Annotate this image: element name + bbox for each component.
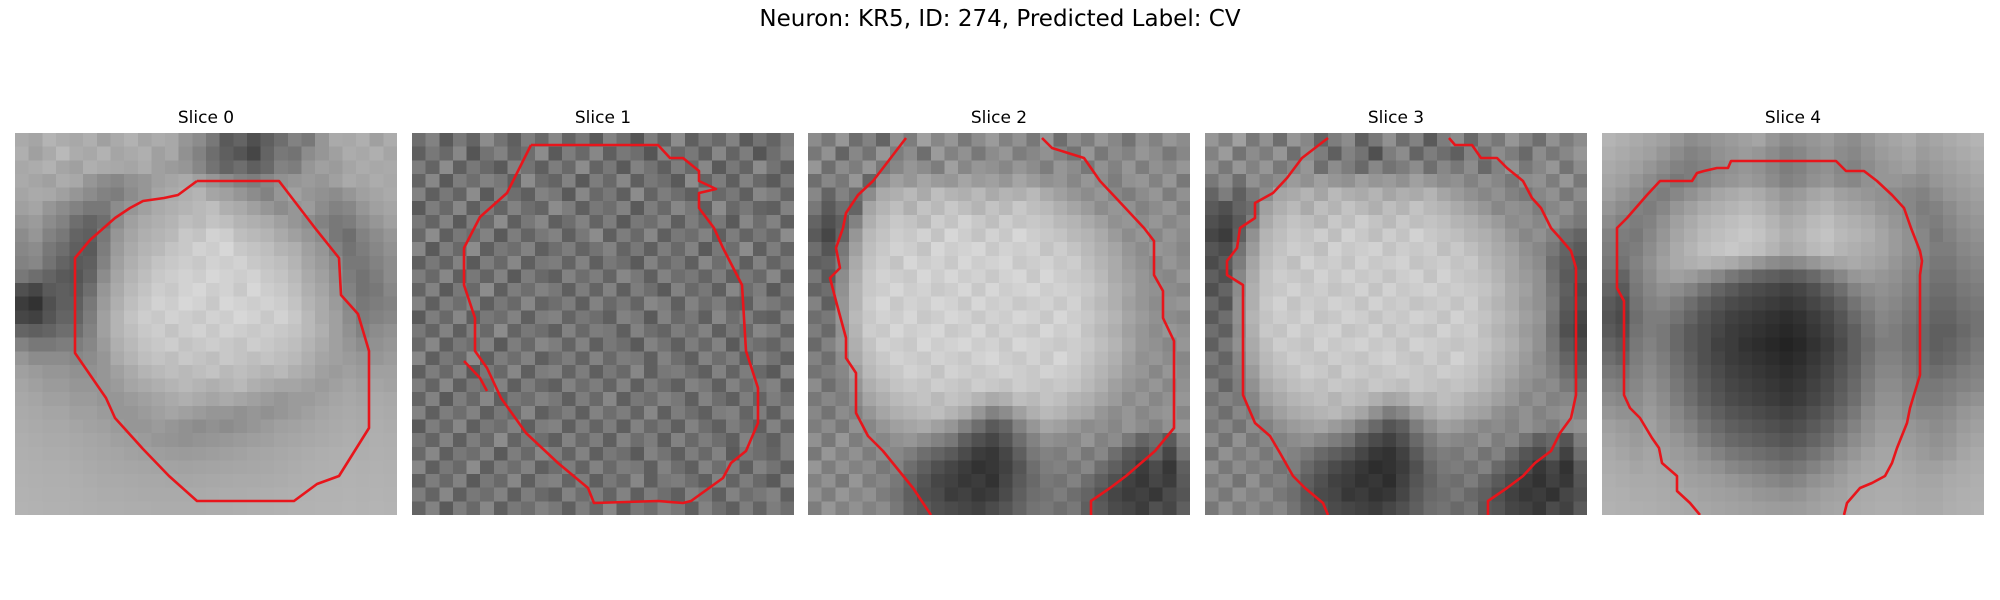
slice-image-1 — [412, 133, 794, 515]
slice-panel-0: Slice 0 — [15, 108, 397, 515]
contour-line — [73, 179, 371, 503]
slice-title-0: Slice 0 — [177, 108, 235, 128]
contour-line — [1041, 137, 1176, 515]
slice-title-3: Slice 3 — [1367, 108, 1425, 128]
contour-line — [462, 143, 760, 505]
slice-contour-2 — [828, 137, 1176, 515]
slice-contour-0 — [73, 179, 371, 503]
slice-contour-3 — [1225, 136, 1578, 515]
contour-line — [1615, 159, 1924, 515]
slice-image-4 — [1602, 133, 1984, 515]
slice-image-2 — [808, 133, 1190, 515]
contour-line — [1225, 136, 1330, 515]
contour-line — [828, 137, 933, 515]
slice-image-pixels-0 — [15, 133, 397, 515]
slice-image-3 — [1205, 133, 1587, 515]
slice-title-2: Slice 2 — [970, 108, 1028, 128]
slice-image-pixels-2 — [808, 133, 1190, 515]
slice-panel-2: Slice 2 — [808, 108, 1190, 515]
slice-contour-4 — [1615, 159, 1924, 515]
slice-title-4: Slice 4 — [1764, 108, 1822, 128]
slice-contour-1 — [462, 143, 760, 505]
contour-line — [1448, 137, 1578, 515]
slice-panel-3: Slice 3 — [1205, 108, 1587, 515]
slice-panel-4: Slice 4 — [1602, 108, 1984, 515]
slice-title-1: Slice 1 — [574, 108, 632, 128]
contour-line — [463, 360, 489, 392]
figure-title: Neuron: KR5, ID: 274, Predicted Label: C… — [759, 6, 1241, 32]
slice-panel-1: Slice 1 — [412, 108, 794, 515]
slice-image-0 — [15, 133, 397, 515]
